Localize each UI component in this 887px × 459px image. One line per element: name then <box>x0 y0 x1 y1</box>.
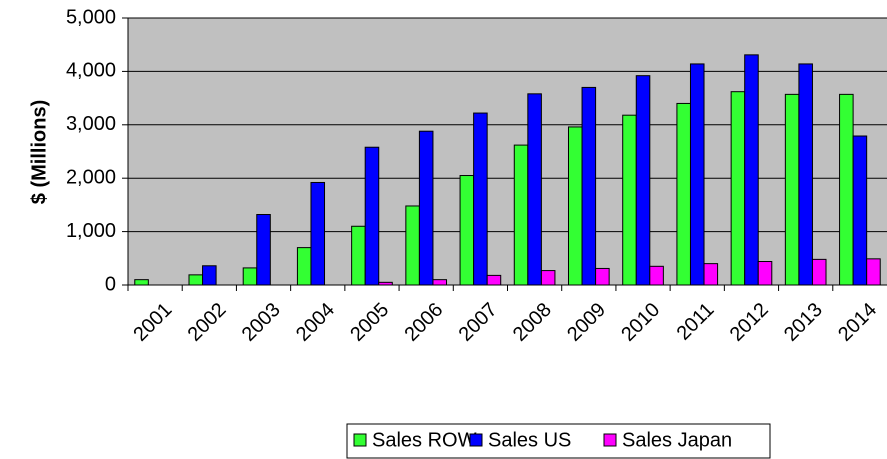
bar <box>595 267 610 286</box>
bar <box>473 112 488 286</box>
bar <box>798 63 813 286</box>
bar <box>581 86 597 286</box>
bar <box>784 93 800 286</box>
x-tick-label: 2004 <box>292 299 339 346</box>
bar <box>513 144 529 286</box>
bar <box>622 114 637 286</box>
bar <box>351 225 366 286</box>
y-axis-label: $ (Millions) <box>28 100 50 204</box>
bar <box>242 267 258 286</box>
y-tick-label: 5,000 <box>66 6 116 28</box>
bar <box>310 181 326 286</box>
legend-swatch <box>603 433 617 447</box>
legend <box>346 423 771 459</box>
legend-swatch <box>469 433 483 447</box>
bar <box>296 247 312 286</box>
x-tick-label: 2009 <box>563 299 610 346</box>
bar <box>730 91 746 286</box>
y-tick-label: 3,000 <box>66 113 116 135</box>
x-tick-label: 2008 <box>509 299 556 346</box>
bar <box>689 63 705 286</box>
bar <box>405 205 420 286</box>
x-tick-label: 2011 <box>673 299 719 345</box>
bar <box>256 214 271 286</box>
y-tick-label: 4,000 <box>66 60 116 82</box>
x-tick-label: 2012 <box>726 299 773 346</box>
bar <box>567 126 583 286</box>
bar <box>757 261 773 286</box>
bar <box>839 93 854 286</box>
y-tick-label: 2,000 <box>66 166 116 188</box>
bar <box>866 258 881 286</box>
plot-area <box>128 18 887 285</box>
x-tick-label: 2002 <box>184 299 231 346</box>
legend-label: Sales ROW <box>372 429 477 451</box>
x-tick-label: 2010 <box>617 299 664 346</box>
bar <box>703 263 719 286</box>
bar <box>852 135 868 286</box>
legend-label: Sales US <box>488 429 571 451</box>
x-tick-label: 2006 <box>400 299 447 346</box>
y-tick-label: 1,000 <box>66 220 116 242</box>
bar <box>540 270 556 286</box>
x-tick-label: 2001 <box>129 299 176 346</box>
bar <box>459 175 475 286</box>
legend-swatch <box>353 433 367 447</box>
bar <box>202 265 217 286</box>
bar <box>134 279 149 286</box>
y-tick-label: 0 <box>105 273 116 295</box>
bar <box>811 258 827 286</box>
x-tick-label: 2007 <box>455 299 502 346</box>
bar <box>486 274 502 286</box>
bar <box>676 102 691 286</box>
x-tick-label: 2014 <box>834 299 881 346</box>
bar <box>364 146 380 286</box>
x-tick-label: 2013 <box>780 299 827 346</box>
bar <box>418 130 434 286</box>
bar <box>744 54 759 286</box>
legend-label: Sales Japan <box>622 429 732 451</box>
bar <box>649 265 664 286</box>
bar <box>432 279 448 286</box>
bar <box>188 274 204 286</box>
x-tick-label: 2005 <box>346 299 393 346</box>
bar <box>527 93 542 286</box>
x-tick-label: 2003 <box>238 299 285 346</box>
bar <box>635 75 651 286</box>
